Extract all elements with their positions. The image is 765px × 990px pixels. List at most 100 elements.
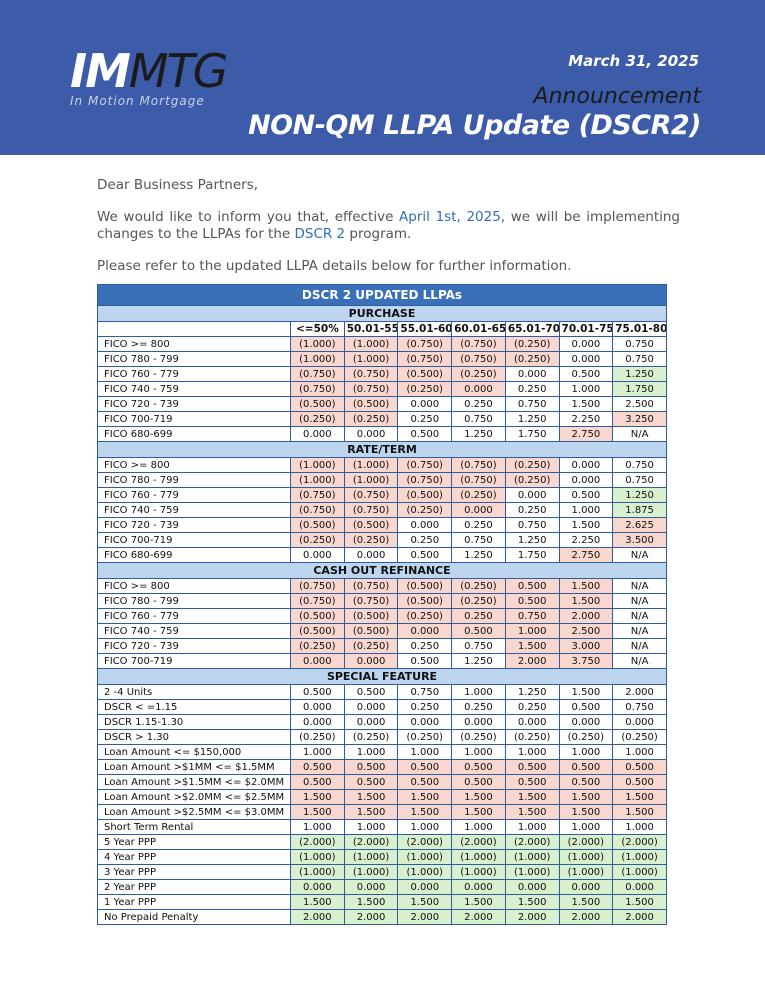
table-cell: 1.000 [558,502,614,518]
table-cell: (0.250) [397,502,453,518]
table-cell: (0.750) [290,578,345,594]
table-cell: 1.000 [397,744,453,760]
table-cell: 2.000 [504,653,560,669]
table-cell: (0.750) [343,593,399,609]
announcement-label: Announcement [533,84,701,109]
table-cell: 1.500 [558,517,614,533]
table-cell: 0.500 [290,759,345,775]
table-cell: 0.500 [504,759,560,775]
table-cell: N/A [612,547,667,563]
company-logo: IMMTG In Motion Mortgage [70,48,228,108]
table-cell: 0.000 [290,699,345,715]
table-cell: 1.000 [397,819,453,835]
table-cell: (0.250) [397,729,453,745]
table-cell: (1.000) [290,472,345,488]
table-row: 2 Year PPP 0.000 0.000 0.000 0.000 0.000 0.000… [97,879,667,895]
table-cell: (0.250) [504,472,560,488]
table-cell: (1.000) [343,457,399,473]
row-label: FICO 700-719 [97,411,291,427]
section-header-row: SPECIAL FEATURE [97,668,667,685]
table-cell: (2.000) [558,834,614,850]
row-label: FICO 780 - 799 [97,472,291,488]
table-cell: (0.500) [343,608,399,624]
table-cell: 1.500 [558,578,614,594]
table-cell: 2.750 [558,426,614,442]
table-cell: (1.000) [397,864,453,880]
table-cell: (0.750) [451,351,506,367]
row-label: FICO >= 800 [97,457,291,473]
section-header: PURCHASE [97,305,667,322]
table-row: Loan Amount >$2.5MM <= $3.0MM 1.500 1.500 1… [97,804,667,820]
table-cell: (0.750) [343,502,399,518]
table-cell: (2.000) [504,834,560,850]
row-label: 5 Year PPP [97,834,291,850]
table-cell: 0.500 [612,759,667,775]
section-header: RATE/TERM [97,441,667,458]
table-cell: 0.500 [504,593,560,609]
table-cell: 2.000 [612,909,667,925]
table-cell: (0.250) [343,532,399,548]
table-row: DSCR < =1.15 0.000 0.000 0.250 0.250 0.250 0.5… [97,699,667,715]
row-label: Short Term Rental [97,819,291,835]
table-row: 3 Year PPP (1.000) (1.000) (1.000) (1.000) (1… [97,864,667,880]
table-cell: 0.500 [612,774,667,790]
table-cell: 0.000 [451,714,506,730]
table-cell: (0.500) [343,623,399,639]
row-label: 4 Year PPP [97,849,291,865]
table-cell: 0.000 [451,502,506,518]
table-cell: 1.000 [558,744,614,760]
table-cell: 1.500 [558,593,614,609]
table-cell: (0.250) [451,593,506,609]
table-cell: 1.500 [397,804,453,820]
table-cell: 0.750 [612,351,667,367]
logo-im: IM [70,44,131,98]
table-row: FICO >= 800 (1.000) (1.000) (0.750) (0.750)(… [97,336,667,352]
table-row: 2 -4 Units 0.500 0.500 0.750 1.000 1.250 1.500… [97,684,667,700]
table-cell: 1.500 [558,894,614,910]
row-label: FICO 740 - 759 [97,502,291,518]
row-label: FICO 720 - 739 [97,396,291,412]
table-cell: (0.750) [451,457,506,473]
table-cell: 2.500 [612,396,667,412]
table-cell: (1.000) [290,864,345,880]
table-cell: 3.250 [612,411,667,427]
table-cell: (0.250) [504,336,560,352]
table-cell: 0.000 [558,336,614,352]
table-cell: 1.250 [504,411,560,427]
table-cell: 0.500 [397,774,453,790]
table-cell: 1.250 [504,532,560,548]
table-cell: 0.250 [397,411,453,427]
table-cell: 1.500 [290,789,345,805]
table-cell: 0.500 [558,366,614,382]
table-cell: 1.500 [451,894,506,910]
table-cell: 0.000 [343,714,399,730]
row-label: FICO >= 800 [97,578,291,594]
table-row: FICO 740 - 759 (0.750) (0.750) (0.250) 0.000… [97,502,667,518]
greeting: Dear Business Partners, [97,177,259,193]
table-cell: 3.500 [612,532,667,548]
table-cell: 1.250 [504,684,560,700]
column-header: 65.01-70 [504,321,560,337]
table-cell: (1.000) [504,849,560,865]
table-cell: (1.000) [343,351,399,367]
table-cell: 1.000 [558,381,614,397]
row-label: DSCR 1.15-1.30 [97,714,291,730]
table-cell: (0.750) [397,336,453,352]
table-row: FICO 740 - 759 (0.500) (0.500) 0.000 0.500 1.… [97,623,667,639]
table-cell: 1.000 [451,684,506,700]
column-header: 55.01-60 [397,321,453,337]
row-label: FICO >= 800 [97,336,291,352]
table-cell: 1.000 [558,819,614,835]
table-cell: 0.000 [451,381,506,397]
table-row: FICO 680-699 0.000 0.000 0.500 1.250 1.750 2.7… [97,547,667,563]
table-row: No Prepaid Penalty 2.000 2.000 2.000 2.000 2.… [97,909,667,925]
table-cell: 0.000 [504,714,560,730]
table-cell: 2.000 [558,909,614,925]
section-header-row: RATE/TERM [97,441,667,458]
table-row: FICO >= 800 (0.750) (0.750) (0.500) (0.250) 0… [97,578,667,594]
table-cell: (2.000) [397,834,453,850]
table-cell: (1.000) [612,864,667,880]
table-cell: N/A [612,638,667,654]
section-header-row: PURCHASE [97,305,667,322]
table-cell: (0.500) [290,517,345,533]
